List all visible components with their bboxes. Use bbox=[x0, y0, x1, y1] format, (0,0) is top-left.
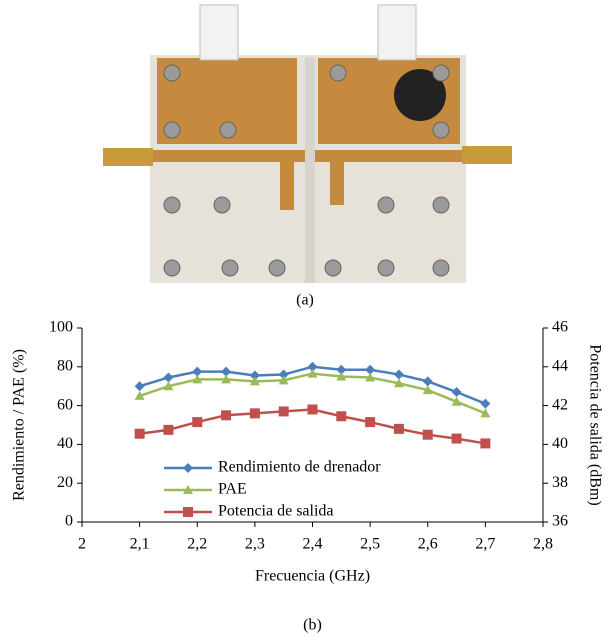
marker bbox=[393, 369, 404, 380]
connector bbox=[199, 4, 239, 61]
legend-label: Rendimiento de drenador bbox=[218, 459, 381, 476]
marker bbox=[422, 376, 433, 387]
y2-tick-label: 38 bbox=[552, 474, 568, 491]
marker bbox=[249, 376, 260, 386]
x-tick-label: 2,4 bbox=[303, 536, 323, 553]
marker bbox=[307, 404, 318, 415]
legend-label: PAE bbox=[218, 481, 247, 498]
x-tick-label: 2,1 bbox=[130, 536, 150, 553]
marker bbox=[163, 381, 174, 391]
x-tick-label: 2 bbox=[78, 536, 86, 553]
x-tick-label: 2,8 bbox=[533, 536, 553, 553]
marker bbox=[278, 375, 289, 385]
marker bbox=[192, 374, 203, 384]
x-tick-label: 2,5 bbox=[360, 536, 380, 553]
marker bbox=[480, 398, 491, 409]
y2-tick-label: 40 bbox=[552, 435, 568, 452]
marker bbox=[134, 390, 145, 400]
marker bbox=[422, 385, 433, 395]
marker bbox=[134, 381, 145, 392]
caption: (a) bbox=[296, 292, 314, 309]
y-tick-label: 100 bbox=[49, 319, 73, 336]
marker bbox=[336, 364, 347, 375]
sma bbox=[462, 146, 512, 164]
connector bbox=[377, 4, 417, 61]
x-tick-label: 2,7 bbox=[475, 536, 495, 553]
marker bbox=[221, 410, 232, 421]
marker bbox=[365, 372, 376, 382]
marker bbox=[451, 387, 462, 398]
marker bbox=[480, 408, 491, 418]
marker bbox=[278, 406, 289, 417]
y-tick-label: 60 bbox=[57, 396, 73, 413]
x-tick-label: 2,6 bbox=[418, 536, 438, 553]
marker bbox=[451, 396, 462, 406]
marker bbox=[393, 378, 404, 388]
y2-tick-label: 44 bbox=[552, 357, 568, 374]
marker bbox=[336, 371, 347, 381]
y-tick-label: 40 bbox=[57, 435, 73, 452]
marker bbox=[183, 485, 193, 494]
capacitor bbox=[394, 69, 446, 121]
marker bbox=[365, 417, 376, 428]
marker bbox=[422, 429, 433, 440]
pcb-photo bbox=[103, 4, 512, 283]
y2-tick-label: 42 bbox=[552, 396, 568, 413]
marker bbox=[480, 438, 491, 449]
y-axis-title: Rendimiento / PAE (%) bbox=[11, 349, 28, 501]
trace bbox=[300, 150, 466, 162]
marker bbox=[393, 423, 404, 434]
y2-axis-title: Potencia de salida (dBm) bbox=[586, 344, 603, 505]
y2-tick-label: 46 bbox=[552, 319, 568, 336]
stub bbox=[280, 160, 294, 210]
gap bbox=[305, 58, 315, 283]
y2-tick-label: 36 bbox=[552, 513, 568, 530]
caption: (b) bbox=[303, 617, 322, 634]
marker bbox=[221, 374, 232, 384]
marker bbox=[307, 361, 318, 372]
stub bbox=[330, 160, 344, 205]
marker bbox=[192, 366, 203, 377]
marker bbox=[249, 370, 260, 381]
marker bbox=[307, 368, 318, 378]
series-line bbox=[139, 408, 486, 445]
x-tick-label: 2,3 bbox=[245, 536, 265, 553]
screws bbox=[163, 64, 450, 277]
x-tick-label: 2,2 bbox=[187, 536, 207, 553]
marker bbox=[336, 411, 347, 422]
marker bbox=[451, 433, 462, 444]
y-tick-label: 20 bbox=[57, 474, 73, 491]
marker bbox=[278, 369, 289, 380]
marker bbox=[192, 417, 203, 428]
marker bbox=[249, 408, 260, 419]
trace bbox=[150, 150, 315, 162]
marker bbox=[221, 366, 232, 377]
x-axis-title: Frecuencia (GHz) bbox=[255, 568, 370, 585]
marker bbox=[365, 364, 376, 375]
marker bbox=[183, 507, 193, 517]
marker bbox=[163, 372, 174, 383]
marker bbox=[134, 428, 145, 439]
y-tick-label: 0 bbox=[65, 513, 73, 530]
marker bbox=[183, 463, 193, 473]
legend-label: Potencia de salida bbox=[218, 503, 334, 520]
marker bbox=[163, 424, 174, 435]
y-tick-label: 80 bbox=[57, 357, 73, 374]
sma bbox=[103, 148, 153, 166]
